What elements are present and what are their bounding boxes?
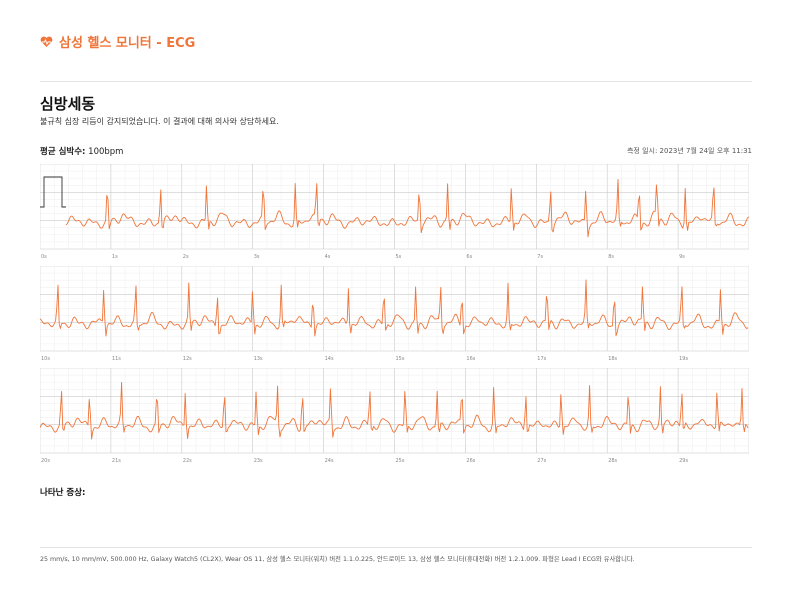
- time-tick-label: 13s: [254, 356, 263, 362]
- heart-rate-value: 100bpm: [88, 147, 124, 157]
- time-tick-label: 1s: [112, 254, 118, 260]
- ecg-strip-svg: 0s 1s 2s 3s 4s 5s 6s 7s 8s 9s: [40, 164, 749, 260]
- time-tick-label: 25s: [396, 458, 405, 464]
- heart-logo-icon: [40, 36, 53, 48]
- time-tick-label: 19s: [679, 356, 688, 362]
- time-tick-label: 20s: [41, 458, 50, 464]
- symptoms-label: 나타난 증상:: [40, 488, 86, 498]
- time-tick-label: 28s: [608, 458, 617, 464]
- time-tick-label: 23s: [254, 458, 263, 464]
- ecg-strip-2: 10s 11s 12s 13s 14s 15s 16s 17s 18s 19s: [40, 266, 749, 362]
- average-heart-rate: 평균 심박수: 100bpm: [40, 145, 123, 157]
- measured-at: 측정 일시: 2023년 7월 24일 오후 11:31: [626, 147, 752, 155]
- result-description: 불규칙 심장 리듬이 감지되었습니다. 이 결과에 대해 의사와 상담하세요.: [40, 117, 279, 126]
- time-tick-label: 6s: [466, 254, 472, 260]
- app-title: 삼성 헬스 모니터 - ECG: [59, 36, 196, 51]
- app-header: 삼성 헬스 모니터 - ECG: [40, 32, 195, 51]
- time-tick-label: 10s: [41, 356, 50, 362]
- ecg-trace: [65, 178, 749, 238]
- ecg-trace: [40, 279, 749, 337]
- ecg-strip-svg: 20s 21s 22s 23s 24s 25s 26s 27s 28s 29s: [40, 368, 749, 464]
- time-tick-label: 9s: [679, 254, 685, 260]
- time-tick-label: 21s: [112, 458, 121, 464]
- time-tick-label: 2s: [183, 254, 189, 260]
- time-tick-label: 16s: [466, 356, 475, 362]
- bottom-divider: [40, 547, 752, 548]
- ecg-trace: [40, 381, 749, 440]
- calibration-pulse: [40, 176, 66, 208]
- time-tick-label: 8s: [608, 254, 614, 260]
- time-tick-label: 24s: [325, 458, 334, 464]
- ecg-grid: [40, 266, 749, 352]
- ecg-grid: [40, 368, 749, 454]
- time-tick-label: 0s: [41, 254, 47, 260]
- time-tick-label: 12s: [183, 356, 192, 362]
- time-tick-label: 29s: [679, 458, 688, 464]
- ecg-strip-1: 0s 1s 2s 3s 4s 5s 6s 7s 8s 9s: [40, 164, 749, 260]
- time-tick-label: 27s: [537, 458, 546, 464]
- time-tick-label: 11s: [112, 356, 121, 362]
- time-tick-label: 26s: [466, 458, 475, 464]
- time-tick-label: 7s: [537, 254, 543, 260]
- time-tick-label: 18s: [608, 356, 617, 362]
- time-tick-label: 15s: [396, 356, 405, 362]
- heart-rate-label: 평균 심박수:: [40, 147, 86, 157]
- time-tick-label: 22s: [183, 458, 192, 464]
- result-title: 심방세동: [40, 95, 96, 113]
- time-tick-label: 14s: [325, 356, 334, 362]
- ecg-grid: [40, 164, 749, 250]
- time-tick-label: 3s: [254, 254, 260, 260]
- time-tick-label: 5s: [396, 254, 402, 260]
- top-divider: [40, 81, 752, 82]
- ecg-strip-3: 20s 21s 22s 23s 24s 25s 26s 27s 28s 29s: [40, 368, 749, 464]
- time-tick-label: 17s: [537, 356, 546, 362]
- time-tick-label: 4s: [325, 254, 331, 260]
- footer-info: 25 mm/s, 10 mm/mV, 500.000 Hz, Galaxy Wa…: [40, 556, 635, 563]
- ecg-strip-svg: 10s 11s 12s 13s 14s 15s 16s 17s 18s 19s: [40, 266, 749, 362]
